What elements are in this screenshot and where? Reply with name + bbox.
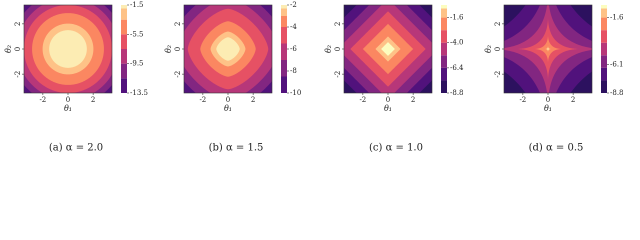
colorbar-tick-label: -1.6 (610, 14, 624, 22)
colorbar-tick-label: -8.8 (610, 89, 624, 97)
x-tick-label: 0 (386, 96, 390, 104)
x-tick-label: 2 (91, 96, 95, 104)
y-tick-label: -2 (334, 71, 342, 78)
contour-area (504, 5, 592, 93)
y-axis-label: θ₂ (164, 45, 173, 53)
x-tick-label: 2 (251, 96, 255, 104)
colorbar-top (601, 5, 607, 9)
colorbar-tick-label: -6.4 (450, 64, 464, 72)
colorbar-tick-label: -13.5 (130, 89, 148, 97)
x-axis-label: θ₁ (384, 104, 392, 113)
colorbar-segment (281, 60, 287, 77)
colorbar-segment (121, 34, 127, 49)
y-tick-label: -2 (494, 71, 502, 78)
colorbar-segment (441, 80, 447, 93)
panel: -2 0 2 -2 0 2 θ₁ θ₂ -1.6 -4.0 -6.4 -8.8 (c) α = 1.0 (324, 4, 464, 154)
contour-peak (49, 30, 87, 68)
panel: -2 0 2 -2 0 2 θ₁ θ₂ -2 -4 -6 -8 -10 (b) α = 1.5 (164, 1, 301, 154)
colorbar-segment (281, 5, 287, 16)
colorbar-segment (441, 42, 447, 56)
contour-peak (546, 47, 550, 51)
colorbar-segment (121, 63, 127, 79)
colorbar-segment (601, 80, 607, 93)
figure: -2 0 2 -2 0 2 θ₁ θ₂ -1.5 -5.5 -9.5 -13.5 (a) α = 2.0… (4, 1, 624, 154)
x-tick-label: -2 (39, 96, 46, 104)
contour-area (24, 5, 112, 93)
colorbar-segment (601, 5, 607, 18)
colorbar-segment (281, 27, 287, 44)
colorbar-segment (121, 49, 127, 64)
y-tick-label: -2 (14, 71, 22, 78)
y-axis-label: θ₂ (4, 45, 13, 53)
colorbar-tick-label: -1.5 (130, 1, 144, 9)
y-tick-label: 2 (14, 22, 22, 26)
x-axis-label: θ₁ (544, 104, 552, 113)
y-axis-label: θ₂ (324, 45, 333, 53)
contour-peak (381, 42, 395, 56)
colorbar-tick-label: -8.8 (450, 89, 464, 97)
colorbar-segment (121, 19, 127, 35)
colorbar-tick-label: -2 (290, 1, 297, 9)
x-tick-label: 0 (546, 96, 550, 104)
panel: -2 0 2 -2 0 2 θ₁ θ₂ -1.6 -6.1 -8.8 (d) α = 0.5 (484, 4, 624, 154)
colorbar-tick-label: -4.0 (450, 39, 464, 47)
colorbar-tick-label: -5.5 (130, 30, 144, 38)
colorbar-tick-label: -6 (290, 45, 297, 53)
contour-peak (216, 37, 240, 61)
colorbar-tick-label: -4 (290, 23, 297, 31)
y-axis-label: θ₂ (484, 45, 493, 53)
colorbar-top (281, 5, 287, 9)
x-tick-label: 2 (571, 96, 575, 104)
panel: -2 0 2 -2 0 2 θ₁ θ₂ -1.5 -5.5 -9.5 -13.5 (a) α = 2.0 (4, 1, 148, 154)
colorbar-tick-label: -8 (290, 67, 297, 75)
y-tick-label: -2 (174, 71, 182, 78)
x-tick-label: 2 (411, 96, 415, 104)
y-tick-label: 2 (334, 22, 342, 26)
colorbar-segment (121, 5, 127, 20)
x-tick-label: -2 (199, 96, 206, 104)
caption: (c) α = 1.0 (369, 143, 423, 154)
colorbar-tick-label: -9.5 (130, 60, 144, 68)
caption: (b) α = 1.5 (209, 143, 264, 154)
colorbar-segment (121, 78, 127, 93)
caption: (d) α = 0.5 (529, 143, 584, 154)
colorbar-segment (281, 16, 287, 27)
colorbar-segment (441, 67, 447, 81)
y-tick-label: 0 (14, 47, 22, 51)
colorbar-tick-label: -6.1 (610, 61, 624, 69)
colorbar-segment (281, 76, 287, 93)
x-tick-label: -2 (359, 96, 366, 104)
colorbar-segment (601, 30, 607, 43)
contour-area (344, 5, 432, 93)
colorbar-segment (601, 42, 607, 56)
y-tick-label: 0 (174, 47, 182, 51)
y-tick-label: 2 (174, 22, 182, 26)
x-tick-label: 0 (226, 96, 230, 104)
colorbar-segment (601, 17, 607, 31)
y-tick-label: 0 (334, 47, 342, 51)
colorbar-top (441, 5, 447, 9)
colorbar-segment (601, 67, 607, 81)
colorbar-segment (441, 5, 447, 18)
colorbar-tick-label: -10 (290, 89, 301, 97)
colorbar-segment (601, 55, 607, 68)
colorbar-tick-label: -1.6 (450, 14, 464, 22)
colorbar-segment (441, 17, 447, 31)
colorbar-segment (441, 55, 447, 68)
y-tick-label: 0 (494, 47, 502, 51)
caption: (a) α = 2.0 (49, 143, 103, 154)
x-tick-label: 0 (66, 96, 70, 104)
colorbar-segment (441, 30, 447, 43)
y-tick-label: 2 (494, 22, 502, 26)
colorbar-segment (281, 43, 287, 60)
contour-area (184, 5, 272, 93)
x-axis-label: θ₁ (224, 104, 232, 113)
x-tick-label: -2 (519, 96, 526, 104)
x-axis-label: θ₁ (64, 104, 72, 113)
colorbar-top (121, 5, 127, 9)
